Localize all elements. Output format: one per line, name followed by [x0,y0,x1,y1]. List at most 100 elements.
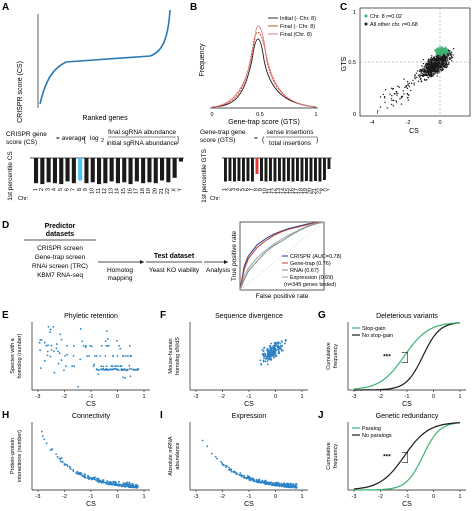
data-point [128,483,131,486]
panel-c-ytick-1: 0.5 [348,60,356,66]
chr-tick-label: X [171,188,177,192]
bar-chr-20 [309,158,313,182]
data-point [61,461,64,463]
data-point [270,351,273,354]
data-point [258,478,260,481]
x-tick-label: -2 [62,494,67,500]
scatter-point [446,56,448,59]
scatter-point [430,64,433,67]
panel-c-legend-dot-2 [364,22,368,26]
data-point [47,344,49,347]
data-point [39,339,42,341]
data-point [252,478,255,481]
data-point [221,462,224,465]
panel-b-curve-final [211,31,317,108]
chr-tick-label: 12 [102,188,108,194]
panel-c-xtick-0: -4 [370,120,375,126]
data-point [284,338,287,341]
scatter-point [418,70,421,73]
data-point [128,364,131,367]
scatter-point [379,106,382,108]
bar-chr-18 [141,158,146,184]
scatter-point [442,55,444,57]
x-tick-label: -3 [194,394,199,400]
scatter-point [391,95,393,97]
data-point [225,466,227,469]
chr-tick-label: 13 [108,188,114,194]
panel-d-homolog-2: mapping [108,275,133,282]
panel-d-predictor-title-1: Predictor [45,223,76,230]
panel-a-chr-label: Chr: [18,196,29,202]
scatter-point [443,65,445,68]
panel-b-formula-num: sense insertions [267,129,315,136]
scatter-point [434,62,436,64]
chr-tick-label: 13 [276,188,282,194]
panel-d-roc-xlabel: False positive rate [256,293,309,300]
cdf-line-2 [353,422,461,490]
scatter-point [432,74,434,77]
data-point [283,342,286,345]
panel-j-ylabel-1: Cumulative [326,442,332,470]
roc-legend-1-name: CRISPR [290,254,311,260]
data-point [93,477,96,479]
chr-tick-label: 15 [285,188,291,194]
data-point [270,342,273,345]
scatter-point [449,53,452,56]
bar-chr-18 [300,158,304,182]
data-point [214,455,217,458]
scatter-point [390,87,393,90]
data-point [64,464,67,466]
data-point [274,355,277,358]
scatter-point [443,56,446,58]
scatter-point [400,95,403,98]
data-point [116,339,118,342]
legend-2: No paralogs [362,433,392,439]
data-point [72,470,75,473]
x-tick-label: -1 [405,494,410,500]
data-point [293,486,296,489]
scatter-point [418,76,421,78]
scatter-point [441,69,443,71]
data-point [90,477,93,480]
roc-legend-3-name: RNAi [290,268,303,274]
scatter-point [395,92,398,94]
scatter-point [422,67,424,70]
data-point [259,359,262,362]
panel-g-title: Deleterious variants [376,313,438,320]
data-point [55,453,58,456]
panel-a: A CRISPR score (CS) Ranked genes CRISPR … [2,2,184,202]
data-point [96,368,98,371]
data-point [124,482,127,484]
panel-a-curve [39,9,171,105]
data-point [273,352,275,355]
scatter-point [412,79,414,82]
data-point [272,356,275,359]
data-point [122,485,125,488]
data-point [96,477,99,480]
scatter-point [450,51,453,53]
scatter-point-chr8 [439,48,442,51]
bar-chr-12 [273,158,277,182]
scatter-point-chr8 [445,47,447,50]
scatter-point [391,99,393,102]
chr-tick-label: 21 [312,188,318,194]
panel-letter-b: B [190,2,197,13]
x-tick-label: 0 [274,494,277,500]
chr-tick-label: 6 [64,188,70,191]
scatter-point [426,63,429,65]
scatter-point-chr8 [441,49,444,51]
scatter-point [429,63,431,65]
legend-1: Paralog [362,426,381,432]
data-point [263,346,266,349]
data-point [122,368,125,371]
scatter-point [415,76,418,79]
roc-legend-2-name: Gene-trap [290,261,315,267]
data-point [129,485,132,488]
data-point [89,344,92,347]
data-point [230,470,233,473]
data-point [110,365,113,368]
bar-chr-15 [287,158,290,181]
chr-tick-label: 17 [294,188,300,194]
